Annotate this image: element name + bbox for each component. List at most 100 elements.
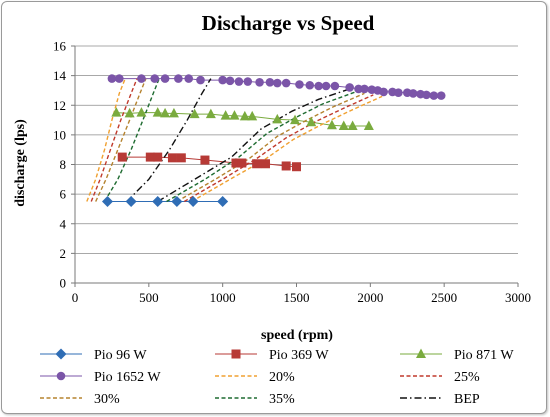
efficiency-line bbox=[86, 78, 126, 202]
data-point bbox=[295, 80, 304, 89]
legend-label: 35% bbox=[269, 392, 295, 407]
data-point bbox=[281, 78, 291, 88]
data-point bbox=[160, 107, 171, 118]
y-tick-label: 16 bbox=[53, 39, 67, 54]
efficiency-line bbox=[90, 78, 138, 202]
x-tick-label: 500 bbox=[139, 290, 159, 305]
x-tick-label: 0 bbox=[72, 290, 79, 305]
legend-marker bbox=[416, 348, 426, 358]
legend-item: Pio 369 W bbox=[215, 348, 329, 363]
y-tick-label: 10 bbox=[53, 127, 66, 142]
data-point bbox=[408, 89, 418, 98]
data-point bbox=[272, 113, 283, 124]
data-point bbox=[306, 116, 317, 127]
gridlines bbox=[75, 45, 518, 254]
y-tick-label: 0 bbox=[60, 276, 67, 291]
data-point bbox=[220, 110, 231, 120]
y-axis-title: discharge (lps) bbox=[13, 119, 28, 207]
legend-item: 30% bbox=[40, 392, 120, 407]
y-tick-label: 12 bbox=[53, 98, 66, 113]
axes: 0 2 4 6 8 10 12 14 16 0 500 1000 1500 2000 2500 3000 bbox=[53, 39, 531, 306]
data-point bbox=[218, 75, 227, 85]
data-point bbox=[152, 196, 164, 208]
series-markers bbox=[101, 74, 446, 208]
legend-label: Pio 871 W bbox=[454, 348, 514, 363]
data-point bbox=[237, 158, 247, 168]
data-point bbox=[314, 81, 323, 91]
legend-label: BEP bbox=[454, 392, 480, 407]
data-point bbox=[145, 152, 155, 162]
chart-title: Discharge vs Speed bbox=[202, 11, 375, 35]
legend-label: Pio 96 W bbox=[94, 348, 147, 363]
y-tick-label: 14 bbox=[53, 68, 67, 83]
data-point bbox=[255, 77, 264, 87]
efficiency-line bbox=[176, 92, 365, 203]
y-tick-label: 4 bbox=[60, 216, 67, 231]
data-point bbox=[281, 161, 291, 171]
data-point bbox=[124, 107, 135, 118]
data-point bbox=[321, 81, 331, 91]
x-tick-label: 2500 bbox=[431, 290, 457, 305]
data-point bbox=[111, 107, 122, 117]
data-point bbox=[189, 108, 200, 119]
data-point bbox=[153, 152, 163, 162]
data-point bbox=[345, 83, 354, 92]
data-point bbox=[394, 88, 403, 97]
data-point bbox=[229, 110, 240, 120]
data-point bbox=[305, 80, 315, 90]
data-point bbox=[160, 74, 170, 83]
legend-label: 20% bbox=[269, 370, 295, 385]
legend-item: BEP bbox=[400, 392, 480, 407]
legend-item: Pio 96 W bbox=[40, 348, 147, 363]
data-point bbox=[174, 74, 183, 83]
data-point bbox=[137, 74, 146, 83]
legend-marker bbox=[56, 371, 66, 381]
data-point bbox=[273, 78, 282, 88]
series-lines bbox=[86, 78, 442, 203]
efficiency-line bbox=[103, 78, 160, 202]
x-tick-label: 1500 bbox=[284, 290, 310, 305]
data-point bbox=[101, 196, 113, 208]
legend-marker bbox=[55, 348, 67, 360]
data-point bbox=[231, 158, 241, 168]
data-point bbox=[422, 90, 431, 100]
data-point bbox=[347, 120, 358, 130]
data-point bbox=[243, 77, 253, 86]
legend-item: 20% bbox=[215, 370, 295, 385]
data-point bbox=[360, 84, 369, 94]
x-axis-title: speed (rpm) bbox=[261, 328, 333, 343]
data-point bbox=[338, 120, 349, 130]
legend-item: Pio 871 W bbox=[400, 348, 514, 363]
data-point bbox=[265, 77, 275, 87]
data-point bbox=[205, 108, 216, 119]
data-point bbox=[152, 107, 163, 117]
legend-label: Pio 369 W bbox=[269, 348, 329, 363]
data-point bbox=[225, 76, 235, 86]
data-point bbox=[187, 196, 199, 208]
legend-label: 30% bbox=[94, 392, 120, 407]
legend: Pio 96 W Pio 369 W Pio 871 W Pio 1652 W 20% 2… bbox=[40, 348, 514, 407]
data-point bbox=[330, 81, 340, 91]
data-point bbox=[107, 74, 117, 83]
data-point bbox=[168, 107, 179, 118]
data-point bbox=[196, 75, 205, 85]
efficiency-line bbox=[157, 88, 350, 203]
legend-label: 25% bbox=[454, 370, 480, 385]
data-point bbox=[292, 162, 301, 172]
data-point bbox=[354, 84, 363, 94]
data-point bbox=[150, 74, 160, 83]
efficiency-line bbox=[183, 94, 374, 203]
data-point bbox=[176, 153, 186, 163]
data-point bbox=[200, 155, 210, 165]
x-tick-label: 1000 bbox=[210, 290, 236, 305]
data-point bbox=[115, 74, 124, 83]
legend-item: 25% bbox=[400, 370, 480, 385]
data-point bbox=[136, 107, 147, 117]
x-tick-label: 3000 bbox=[505, 290, 531, 305]
data-point bbox=[125, 196, 137, 208]
data-point bbox=[239, 110, 250, 121]
data-point bbox=[326, 119, 337, 130]
legend-label: Pio 1652 W bbox=[94, 370, 161, 385]
efficiency-line bbox=[126, 78, 212, 203]
